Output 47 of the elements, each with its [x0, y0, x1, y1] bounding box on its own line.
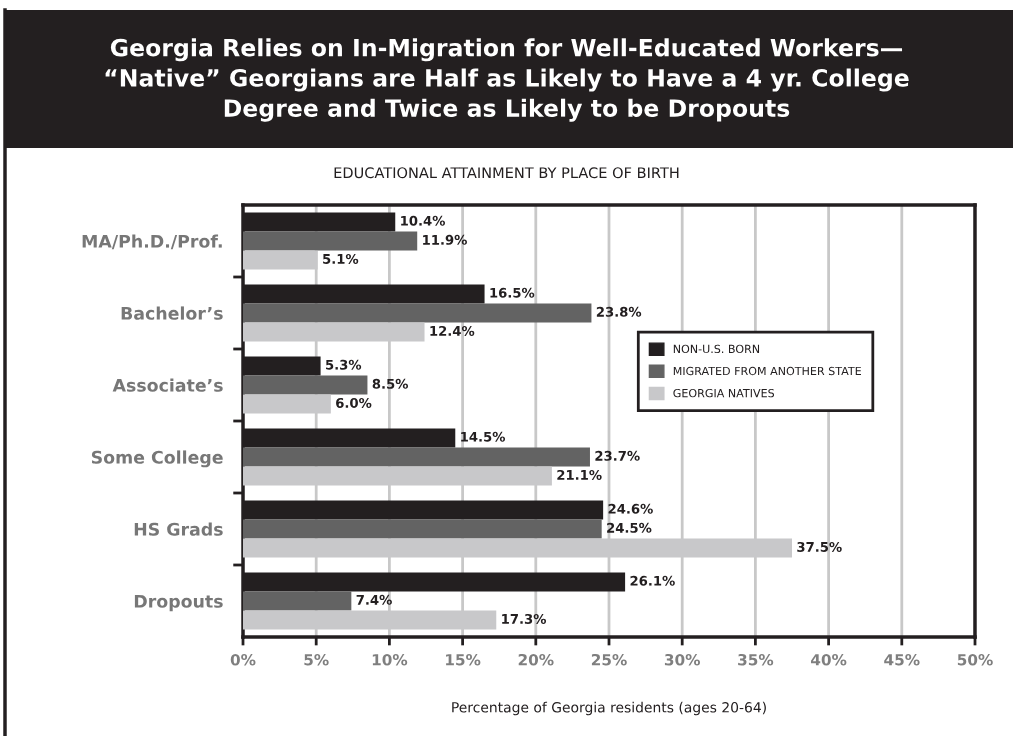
x-tick-label: 15%	[446, 653, 481, 666]
data-label: 37.5%	[797, 541, 842, 552]
data-label: 5.3%	[326, 359, 362, 370]
y-tick-label: Dropouts	[134, 594, 223, 612]
data-label: 23.7%	[595, 450, 640, 461]
x-tick-label: 5%	[304, 653, 329, 666]
x-tick-label: 35%	[738, 653, 774, 666]
chart-subtitle: EDUCATIONAL ATTAINMENT BY PLACE OF BIRTH	[334, 167, 679, 179]
data-label: 12.4%	[430, 325, 475, 336]
x-tick-label: 25%	[591, 653, 627, 666]
data-label: 21.1%	[557, 469, 602, 480]
legend-label: MIGRATED FROM ANOTHER STATE	[673, 366, 861, 376]
x-tick-label: 40%	[811, 653, 847, 666]
data-label: 23.8%	[596, 306, 642, 317]
data-label: 24.5%	[607, 522, 652, 533]
bar	[243, 591, 352, 611]
bar	[243, 375, 368, 395]
x-tick-label: 20%	[518, 653, 554, 666]
data-label: 17.3%	[502, 613, 547, 624]
x-tick-label: 45%	[884, 653, 920, 666]
x-axis-title: Percentage of Georgia residents (ages 20-64)	[452, 701, 766, 716]
bar	[243, 447, 590, 467]
data-label: 5.1%	[323, 253, 359, 264]
x-tick-label: 50%	[957, 653, 993, 666]
data-label: 11.9%	[423, 234, 467, 245]
y-tick-label: Bachelor’s	[121, 306, 223, 320]
data-label: 24.6%	[608, 503, 653, 514]
data-label: 10.4%	[401, 215, 445, 226]
x-tick-label: 30%	[664, 653, 700, 666]
legend-label: GEORGIA NATIVES	[673, 388, 775, 398]
data-label: 14.5%	[461, 431, 506, 442]
bar	[243, 519, 602, 539]
legend-label: NON-U.S. BORN	[673, 344, 760, 354]
y-tick-label: HS Grads	[134, 522, 223, 536]
data-label: 8.5%	[372, 378, 409, 389]
y-tick-label: MA/Ph.D./Prof.	[82, 234, 222, 250]
x-tick-label: 0%	[230, 653, 256, 666]
x-tick-label: 10%	[372, 653, 408, 666]
data-label: 26.1%	[630, 575, 675, 586]
data-label: 6.0%	[336, 397, 372, 408]
bar	[243, 303, 592, 323]
chart-title: Georgia Relies on In-Migration for Well-Educated Workers— “Native” Georgians are Half as Likely to Have a 4 yr. College Degree and Twice as Likely to be Dropouts	[105, 38, 909, 122]
y-tick-label: Associate’s	[112, 378, 223, 392]
data-label: 16.5%	[490, 287, 535, 298]
y-tick-label: Some College	[91, 450, 223, 468]
bar	[243, 231, 418, 251]
data-label: 7.4%	[356, 594, 392, 605]
